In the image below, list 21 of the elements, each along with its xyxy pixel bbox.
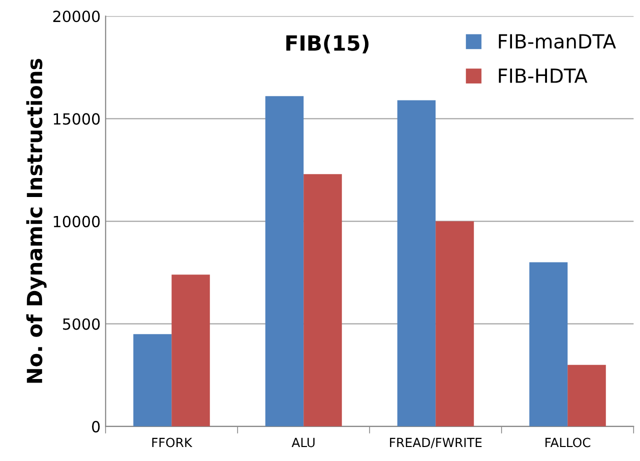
y-axis-title: No. of Dynamic Instructions: [26, 58, 47, 383]
bar: [265, 96, 304, 426]
bar: [397, 100, 436, 426]
x-tick-label: ALU: [292, 438, 315, 448]
text: FIB(15): [286, 34, 369, 54]
legend-label: FIB-manDTA: [498, 34, 616, 49]
bar: [529, 262, 568, 426]
y-tick-label: 15000: [54, 113, 100, 125]
x-tick-label: FREAD/FWRITE: [390, 438, 482, 448]
bar: [133, 334, 172, 426]
y-tick-label: 10000: [54, 216, 100, 228]
bar: [436, 221, 474, 426]
legend-label: FIB-HDTA: [498, 68, 588, 83]
bar: [568, 364, 606, 426]
x-tick-label: FALLOC: [546, 438, 590, 448]
bar: [304, 174, 342, 426]
x-tick-label: FFORK: [152, 438, 192, 448]
y-tick-label: 5000: [63, 318, 100, 330]
y-tick-label: 0: [92, 420, 100, 432]
y-tick-label: 20000: [53, 10, 100, 22]
bar: [172, 274, 210, 426]
